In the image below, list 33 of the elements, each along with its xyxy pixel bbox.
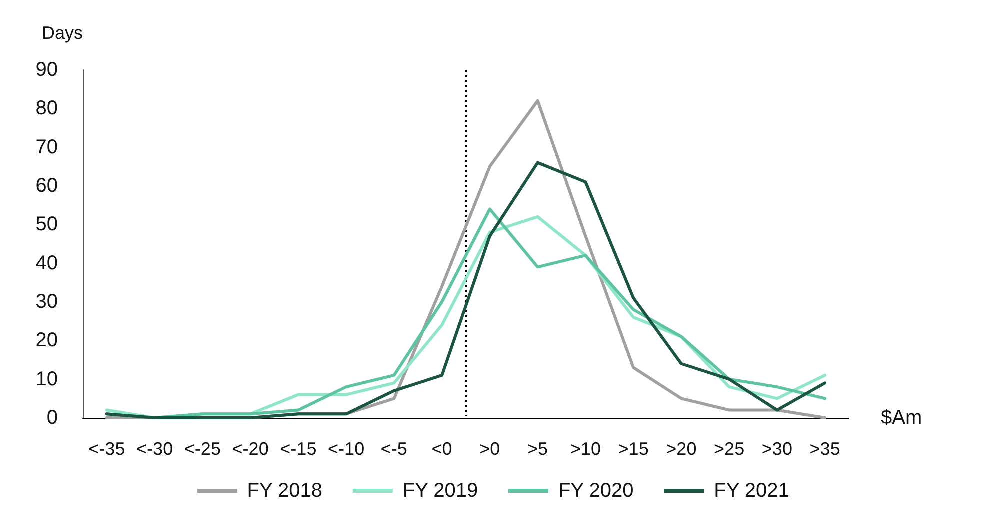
- line-series: [105, 161, 827, 420]
- x-tick-label: <-20: [232, 439, 269, 459]
- legend-label: FY 2020: [558, 480, 634, 502]
- y-tick-label: 50: [36, 214, 58, 236]
- y-tick-label: 40: [36, 252, 58, 274]
- y-tick-label: 0: [46, 407, 58, 429]
- x-tick-label: <-35: [88, 439, 126, 459]
- y-tick-label: 60: [36, 175, 58, 197]
- x-tick-label: <-15: [280, 439, 317, 459]
- x-tick-label: >20: [666, 439, 697, 459]
- x-tick-label: >0: [480, 439, 500, 459]
- x-tick-label: >5: [528, 439, 548, 459]
- x-tick-label: <-5: [380, 439, 408, 459]
- y-axis-title: Days: [42, 23, 83, 43]
- y-tick-label: 20: [36, 330, 58, 352]
- x-tick-label: <-25: [184, 439, 221, 459]
- x-axis-title: $Am: [881, 407, 922, 429]
- x-tick-label: >35: [810, 439, 840, 459]
- x-tick-label: >15: [618, 439, 649, 459]
- x-tick-label: >10: [570, 439, 601, 459]
- legend-label: FY 2018: [247, 480, 323, 502]
- y-tick-label: 70: [36, 136, 58, 158]
- x-tick-label: <-10: [328, 439, 365, 459]
- y-tick-label: 80: [36, 98, 58, 120]
- x-tick-label: >25: [714, 439, 745, 459]
- legend-label: FY 2021: [714, 480, 790, 502]
- y-tick-label: 30: [36, 291, 58, 313]
- y-tick-label: 90: [36, 59, 58, 81]
- y-tick-label: 10: [36, 368, 58, 390]
- x-tick-label: <-30: [136, 439, 174, 459]
- legend-label: FY 2019: [402, 480, 478, 502]
- x-tick-label: <0: [432, 439, 452, 459]
- x-tick-label: >30: [762, 439, 792, 459]
